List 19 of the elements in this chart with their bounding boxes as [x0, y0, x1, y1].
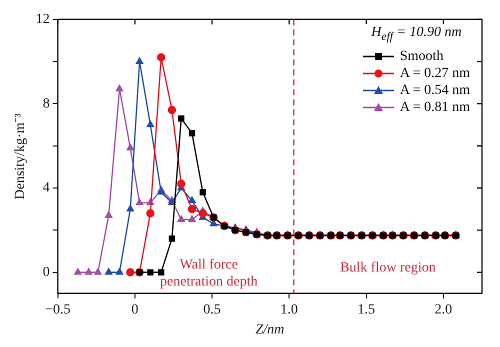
- x-tick-label: 0: [131, 302, 138, 318]
- legend-label: A = 0.27 nm: [400, 66, 470, 81]
- legend-title: H$_{eff}$ = 10.90 nm: [370, 24, 463, 45]
- x-tick-label: 1.0: [280, 302, 298, 318]
- x-tick-label: −0.5: [45, 302, 71, 318]
- x-tick-label: 0.5: [203, 302, 221, 318]
- y-axis-title: Density/kg·m⁻³: [13, 113, 28, 200]
- legend-label: A = 0.54 nm: [400, 82, 470, 98]
- legend-label: Smooth: [400, 48, 444, 64]
- x-axis-title: Z/nm: [256, 322, 284, 338]
- annotation: Wall force penetration depth: [160, 257, 258, 290]
- y-tick-label: 4: [42, 180, 50, 196]
- y-tick-label: 0: [42, 264, 50, 280]
- legend-label: A = 0.81 nm: [400, 100, 470, 115]
- y-tick-label: 12: [36, 12, 50, 28]
- x-tick-label: 1.5: [358, 302, 376, 318]
- y-tick-label: 8: [42, 96, 50, 112]
- x-tick-label: 2.0: [434, 302, 452, 318]
- annotation: Bulk flow region: [340, 260, 436, 276]
